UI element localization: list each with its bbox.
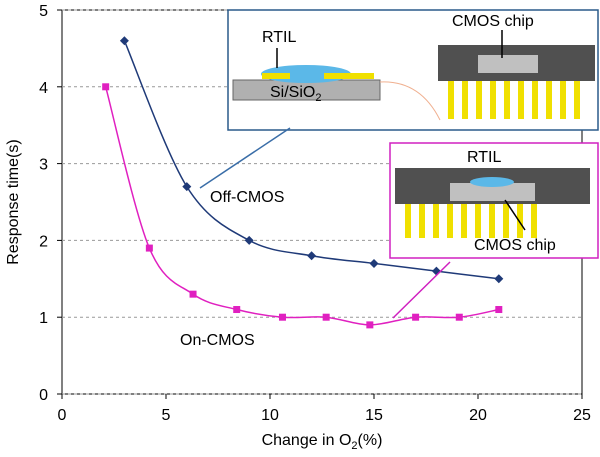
- marker: [431, 266, 441, 276]
- pad: [262, 73, 290, 79]
- marker: [244, 235, 254, 245]
- pointer: [504, 199, 526, 231]
- y-tick-label: 0: [39, 387, 48, 404]
- inset-label: CMOS chip: [474, 237, 556, 254]
- wire: [379, 81, 441, 121]
- marker: [369, 258, 379, 268]
- marker: [495, 306, 503, 314]
- pointer-arrow: [199, 127, 291, 189]
- marker: [307, 251, 317, 261]
- pins: [405, 204, 537, 238]
- x-tick-label: 5: [162, 407, 171, 424]
- x-tick-label: 15: [365, 407, 383, 424]
- rtil-drop: [470, 177, 514, 187]
- x-axis-title: Change in O2(%): [262, 432, 383, 452]
- y-tick-label: 1: [39, 310, 48, 327]
- chip: [450, 183, 535, 201]
- y-tick-label: 4: [39, 80, 48, 97]
- marker: [322, 313, 330, 321]
- inset-label: CMOS chip: [452, 13, 534, 30]
- marker: [494, 274, 504, 284]
- marker: [366, 321, 374, 329]
- series-label: Off-CMOS: [210, 189, 284, 206]
- inset-off-cmos: RTIL Si/SiO2 CMOS chip: [227, 9, 599, 131]
- marker: [455, 313, 463, 321]
- x-tick-label: 25: [573, 407, 591, 424]
- pointer-arrow: [392, 261, 451, 319]
- y-tick-label: 2: [39, 233, 48, 250]
- marker: [102, 83, 110, 91]
- x-tick-label: 10: [261, 407, 279, 424]
- inset-label: RTIL: [262, 29, 296, 46]
- marker: [145, 244, 153, 252]
- pad: [324, 73, 374, 79]
- pins: [448, 81, 580, 119]
- y-tick-label: 3: [39, 157, 48, 174]
- marker: [119, 36, 129, 46]
- x-tick-label: 0: [58, 407, 67, 424]
- inset-on-cmos: RTIL CMOS chip: [389, 142, 599, 259]
- marker: [189, 290, 197, 298]
- marker: [182, 182, 192, 192]
- marker: [278, 313, 286, 321]
- x-tick-label: 20: [469, 407, 487, 424]
- inset-label: RTIL: [467, 149, 501, 166]
- series-label: On-CMOS: [180, 332, 255, 349]
- marker: [412, 313, 420, 321]
- marker: [233, 306, 241, 314]
- y-tick-label: 5: [39, 3, 48, 20]
- chip: [478, 55, 538, 73]
- inset-label: Si/SiO2: [270, 84, 321, 104]
- y-axis-title: Response time(s): [5, 139, 22, 264]
